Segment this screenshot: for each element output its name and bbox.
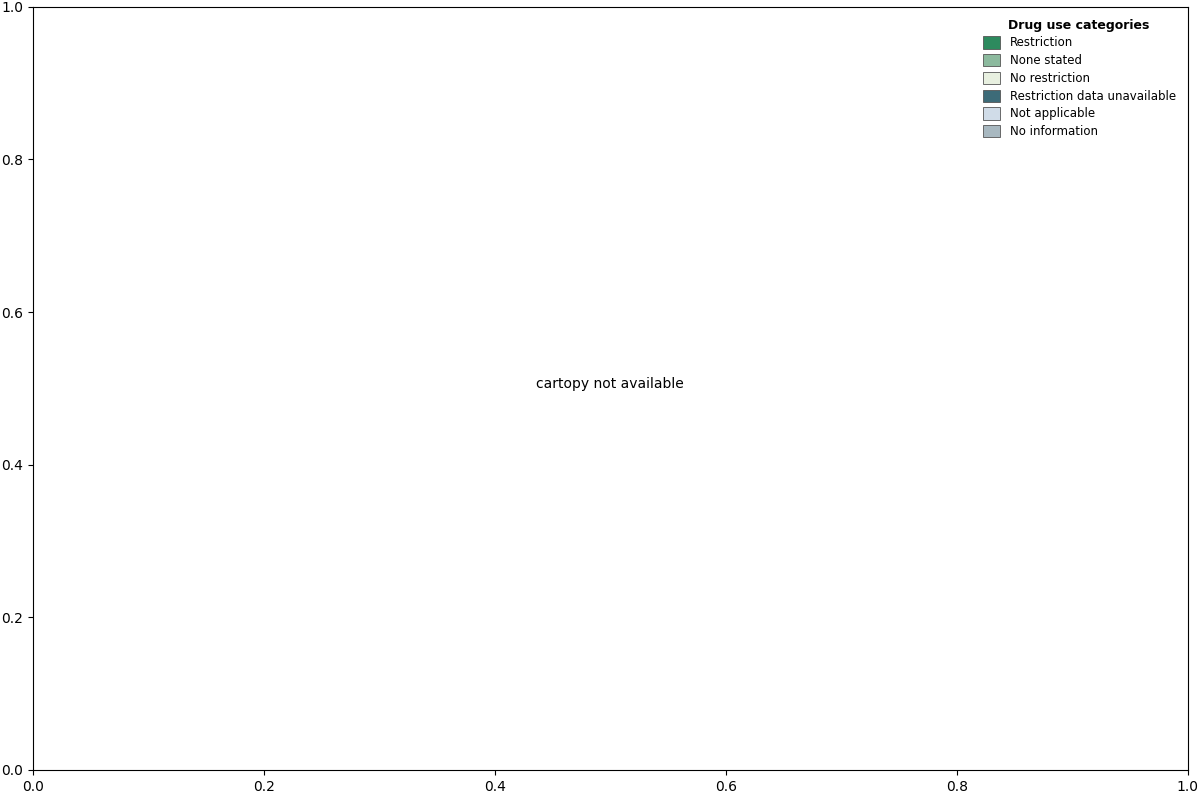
Legend: Restriction, None stated, No restriction, Restriction data unavailable, Not appl: Restriction, None stated, No restriction…	[977, 13, 1182, 144]
Text: cartopy not available: cartopy not available	[536, 378, 684, 391]
